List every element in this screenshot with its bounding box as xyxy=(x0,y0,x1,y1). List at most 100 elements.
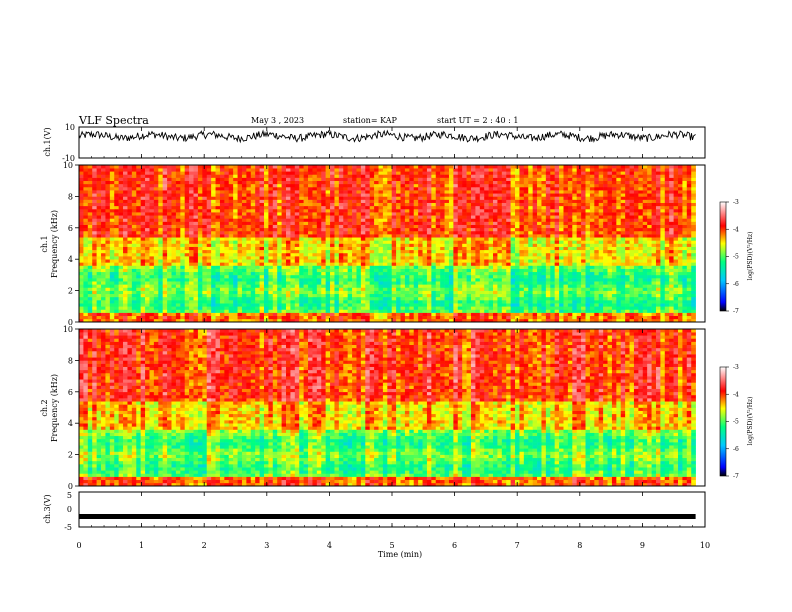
spectrogram-cell xyxy=(686,300,692,304)
spectrogram-cell xyxy=(506,249,511,254)
spectrogram-cell xyxy=(277,224,282,229)
spectrogram-cell xyxy=(519,296,525,301)
spectrogram-cell xyxy=(545,212,551,216)
spectrogram-cell xyxy=(673,262,679,266)
spectrogram-cell xyxy=(470,256,476,260)
spectrogram-cell xyxy=(404,262,410,266)
spectrogram-cell xyxy=(374,274,379,279)
spectrogram-cell xyxy=(462,215,467,219)
spectrogram-cell xyxy=(224,256,230,260)
ch1-waveform-panel: 10 -10 ch.1(V) xyxy=(43,123,706,163)
spectrogram-cell xyxy=(312,221,318,225)
spectrogram-cell xyxy=(153,274,159,279)
spectrogram-cell xyxy=(550,262,555,266)
spectrogram-cell xyxy=(158,240,163,244)
spectrogram-cell xyxy=(338,274,344,279)
spectrogram-cell xyxy=(554,268,560,273)
spectrogram-cell xyxy=(422,256,428,260)
spectrogram-cell xyxy=(175,296,181,301)
spectrogram-cell xyxy=(528,256,533,260)
spectrogram-cell xyxy=(343,315,348,320)
spectrogram-cell xyxy=(118,284,124,288)
spectrogram-cell xyxy=(118,215,124,219)
spectrogram-cell xyxy=(488,290,494,295)
spectrogram-cell xyxy=(669,237,674,241)
spectrogram-cell xyxy=(647,240,652,244)
spectrogram-cell xyxy=(466,265,472,269)
spectrogram-cell xyxy=(325,262,331,266)
spectrogram-cell xyxy=(145,284,150,288)
spectrogram-cell xyxy=(189,306,194,310)
spectrogram-cell xyxy=(391,212,397,216)
spectrogram-cell xyxy=(219,265,225,269)
spectrogram-cell xyxy=(396,303,401,307)
spectrogram-cell xyxy=(101,274,106,279)
spectrogram-cell xyxy=(263,293,269,298)
spectrogram-cell xyxy=(537,318,542,323)
spectrogram-cell xyxy=(554,300,560,304)
spectrogram-cell xyxy=(497,262,503,266)
spectrogram-cell xyxy=(607,252,613,257)
spectrogram-cell xyxy=(506,243,511,247)
spectrogram-cell xyxy=(391,230,397,235)
spectrogram-cell xyxy=(118,230,124,235)
spectrogram-cell xyxy=(682,259,688,263)
spectrogram-cell xyxy=(559,309,564,313)
start-time-label: start UT = 2 : 40 : 1 xyxy=(437,116,518,125)
spectrogram-cell xyxy=(541,284,547,288)
spectrogram-cell xyxy=(92,268,97,273)
spectrogram-cell xyxy=(515,262,520,266)
spectrogram-cell xyxy=(246,278,252,282)
spectrogram-cell xyxy=(633,249,639,254)
spectrogram-cell xyxy=(554,224,560,229)
spectrogram-cell xyxy=(541,234,547,238)
spectrogram-cell xyxy=(330,265,335,269)
spectrogram-cell xyxy=(206,218,212,222)
spectrogram-cell xyxy=(290,271,296,276)
spectrogram-cell xyxy=(343,237,348,241)
spectrogram-cell xyxy=(237,227,243,232)
spectrogram-cell xyxy=(237,243,243,247)
spectrogram-cell xyxy=(501,215,507,219)
spectrogram-cell xyxy=(299,287,304,291)
spectrogram-cell xyxy=(136,309,141,313)
spectrogram-cell xyxy=(396,300,401,304)
spectrogram-cell xyxy=(118,287,124,291)
spectrogram-cell xyxy=(422,296,428,301)
spectrogram-cell xyxy=(488,230,494,235)
spectrogram-cell xyxy=(664,240,670,244)
spectrogram-cell xyxy=(167,249,172,254)
spectrogram-cell xyxy=(290,224,296,229)
spectrogram-cell xyxy=(263,312,269,317)
spectrogram-cell xyxy=(347,259,353,263)
spectrogram-cell xyxy=(625,218,630,222)
spectrogram-cell xyxy=(180,290,185,295)
spectrogram-cell xyxy=(145,296,150,301)
spectrogram-cell xyxy=(550,268,555,273)
spectrogram-cell xyxy=(655,215,661,219)
spectrogram-cell xyxy=(633,268,639,273)
spectrogram-cell xyxy=(400,281,406,285)
spectrogram-cell xyxy=(211,287,216,291)
spectrogram-cell xyxy=(448,309,454,313)
spectrogram-cell xyxy=(378,281,384,285)
spectrogram-cell xyxy=(598,259,604,263)
spectrogram-cell xyxy=(241,249,247,254)
spectrogram-cell xyxy=(572,268,577,273)
spectrogram-cell xyxy=(576,240,582,244)
spectrogram-cell xyxy=(123,218,128,222)
spectrogram-cell xyxy=(193,262,199,266)
spectrogram-cell xyxy=(611,224,617,229)
spectrogram-cell xyxy=(409,306,415,310)
spectrogram-cell xyxy=(479,296,485,301)
spectrogram-cell xyxy=(241,296,247,301)
spectrogram-cell xyxy=(321,287,326,291)
spectrogram-cell xyxy=(206,318,212,323)
spectrogram-cell xyxy=(206,249,212,254)
spectrogram-cell xyxy=(167,224,172,229)
spectrogram-cell xyxy=(660,259,666,263)
spectrogram-cell xyxy=(171,224,177,229)
spectrogram-cell xyxy=(352,296,357,301)
spectrogram-cell xyxy=(576,246,582,251)
spectrogram-cell xyxy=(585,290,591,295)
